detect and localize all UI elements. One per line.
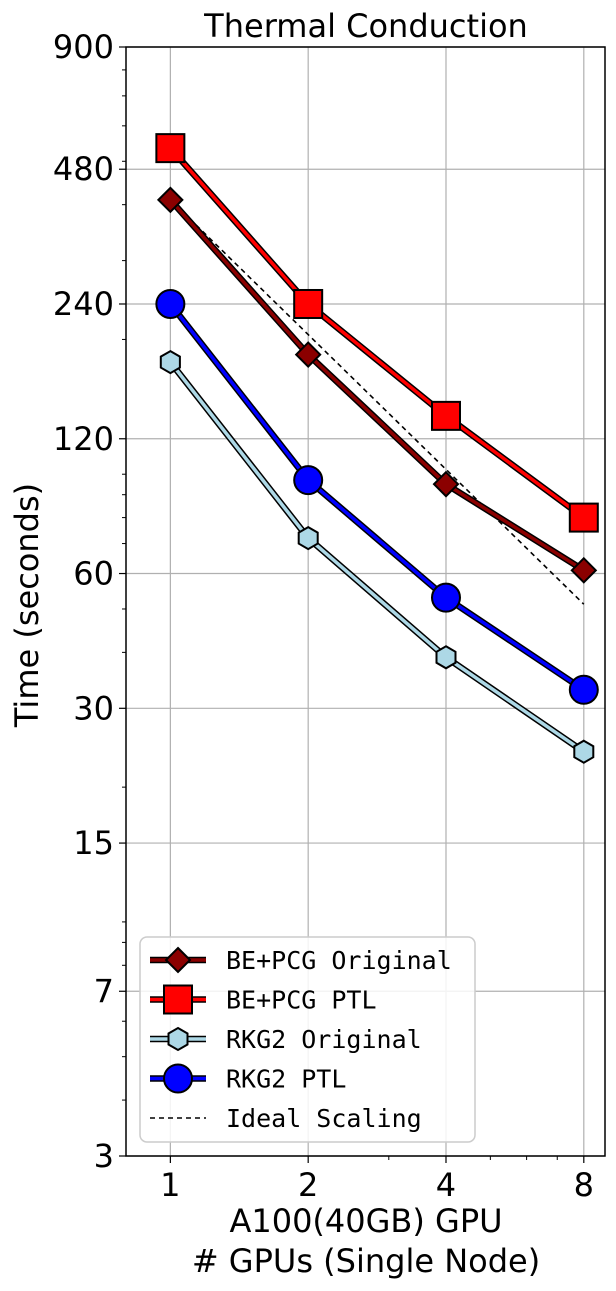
x-tick-label: 4 bbox=[436, 1166, 456, 1204]
data-point-be-pcg-ptl bbox=[155, 133, 186, 164]
series-rkg2-ptl bbox=[155, 288, 599, 705]
legend-label-rkg2-ptl: RKG2 PTL bbox=[226, 1065, 346, 1094]
legend-marker-rkg2-original bbox=[167, 1026, 189, 1052]
legend-marker-be-pcg-original bbox=[164, 946, 192, 974]
y-tick-label: 60 bbox=[73, 555, 114, 593]
plot-frame bbox=[125, 46, 606, 1157]
series-line-be-pcg-original bbox=[169, 198, 585, 572]
x-tick-label: 2 bbox=[298, 1166, 318, 1204]
data-point-rkg2-original bbox=[159, 349, 181, 375]
series-be-pcg-original bbox=[156, 186, 598, 584]
data-point-rkg2-original bbox=[297, 525, 319, 551]
axes: 3 7 15 30 60 120 240 480 900 1 2 4 8 bbox=[53, 28, 594, 1204]
x-axis-title-line2: # GPUs (Single Node) bbox=[192, 1242, 540, 1280]
legend-label-ideal-scaling: Ideal Scaling bbox=[226, 1104, 422, 1133]
series-rkg2-original bbox=[159, 349, 595, 764]
y-tick-label: 240 bbox=[53, 285, 114, 323]
legend-marker-rkg2-ptl bbox=[163, 1063, 193, 1094]
x-tick-label: 1 bbox=[160, 1166, 180, 1204]
data-point-be-pcg-ptl bbox=[430, 400, 461, 431]
data-point-rkg2-original bbox=[573, 739, 595, 764]
legend-label-rkg2-original: RKG2 Original bbox=[226, 1025, 422, 1054]
legend: BE+PCG Original BE+PCG PTL RKG2 Original RK… bbox=[139, 936, 476, 1143]
data-point-rkg2-original bbox=[435, 645, 457, 670]
data-point-rkg2-ptl bbox=[155, 288, 186, 319]
data-point-rkg2-ptl bbox=[293, 465, 324, 496]
x-tick-label: 8 bbox=[574, 1166, 594, 1204]
data-point-rkg2-ptl bbox=[568, 674, 599, 705]
y-axis-title: Time (seconds) bbox=[8, 483, 46, 728]
legend-marker-be-pcg-ptl bbox=[163, 984, 193, 1015]
data-point-be-pcg-original bbox=[156, 186, 184, 214]
y-tick-label: 15 bbox=[73, 824, 114, 862]
x-axis-title-line1: A100(40GB) GPU bbox=[229, 1202, 502, 1240]
y-tick-label: 900 bbox=[53, 28, 114, 66]
data-point-be-pcg-original bbox=[294, 341, 322, 369]
data-point-be-pcg-ptl bbox=[568, 502, 599, 533]
series-group bbox=[155, 133, 599, 764]
y-tick-label: 3 bbox=[94, 1137, 114, 1175]
series-line-outline-be-pcg-ptl bbox=[167, 145, 586, 521]
chart-title: Thermal Conduction bbox=[203, 7, 528, 45]
data-point-rkg2-ptl bbox=[430, 582, 461, 613]
series-line-rkg2-ptl bbox=[169, 302, 585, 692]
series-line-be-pcg-ptl bbox=[169, 146, 585, 520]
series-line-ideal-scaling bbox=[169, 199, 585, 605]
legend-box bbox=[139, 936, 476, 1143]
data-point-be-pcg-ptl bbox=[293, 288, 324, 319]
y-tick-label: 480 bbox=[53, 150, 114, 188]
legend-label-be-pcg-ptl: BE+PCG PTL bbox=[226, 986, 377, 1015]
data-point-be-pcg-original bbox=[570, 556, 598, 584]
y-tick-label: 7 bbox=[94, 972, 114, 1010]
legend-label-be-pcg-original: BE+PCG Original bbox=[226, 946, 452, 975]
data-point-be-pcg-original bbox=[432, 470, 460, 498]
series-line-rkg2-original bbox=[169, 361, 585, 754]
ideal-scaling-line bbox=[169, 199, 585, 605]
y-tick-label: 30 bbox=[73, 689, 114, 727]
y-tick-label: 120 bbox=[53, 420, 114, 458]
series-be-pcg-ptl bbox=[155, 133, 599, 533]
